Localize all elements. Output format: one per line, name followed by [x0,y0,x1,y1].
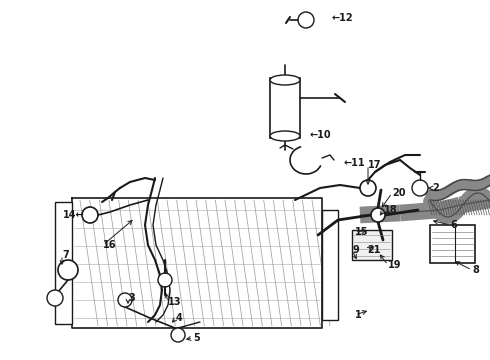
Bar [352,230,392,260]
Text: 3: 3 [128,293,135,303]
Ellipse shape [118,293,132,307]
Text: 16: 16 [103,240,117,250]
Text: 18: 18 [384,205,397,215]
Ellipse shape [82,207,98,223]
Ellipse shape [360,180,376,196]
Bar [55,202,72,324]
Bar [270,78,300,138]
Bar [322,210,338,320]
Ellipse shape [412,180,428,196]
Text: ←10: ←10 [310,130,332,140]
Ellipse shape [58,260,78,280]
Text: 2: 2 [432,183,439,193]
Text: 17: 17 [368,160,382,170]
Ellipse shape [158,273,172,287]
Text: 15: 15 [355,227,368,237]
Text: 7: 7 [62,250,69,260]
Text: ←11: ←11 [344,158,366,168]
Text: 5: 5 [193,333,200,343]
Text: 9: 9 [352,245,359,255]
Text: 20: 20 [392,188,406,198]
Ellipse shape [270,131,300,141]
Text: ←12: ←12 [332,13,354,23]
Ellipse shape [171,328,185,342]
Ellipse shape [47,290,63,306]
Text: 13: 13 [168,297,181,307]
Text: 6: 6 [450,220,457,230]
Ellipse shape [298,12,314,28]
Text: 14←: 14← [63,210,85,220]
Text: 1: 1 [355,310,362,320]
Ellipse shape [371,208,385,222]
Text: 21: 21 [367,245,381,255]
Text: 8: 8 [472,265,479,275]
Ellipse shape [270,75,300,85]
Text: 4: 4 [176,313,183,323]
Text: 19: 19 [388,260,401,270]
Bar [430,225,475,263]
